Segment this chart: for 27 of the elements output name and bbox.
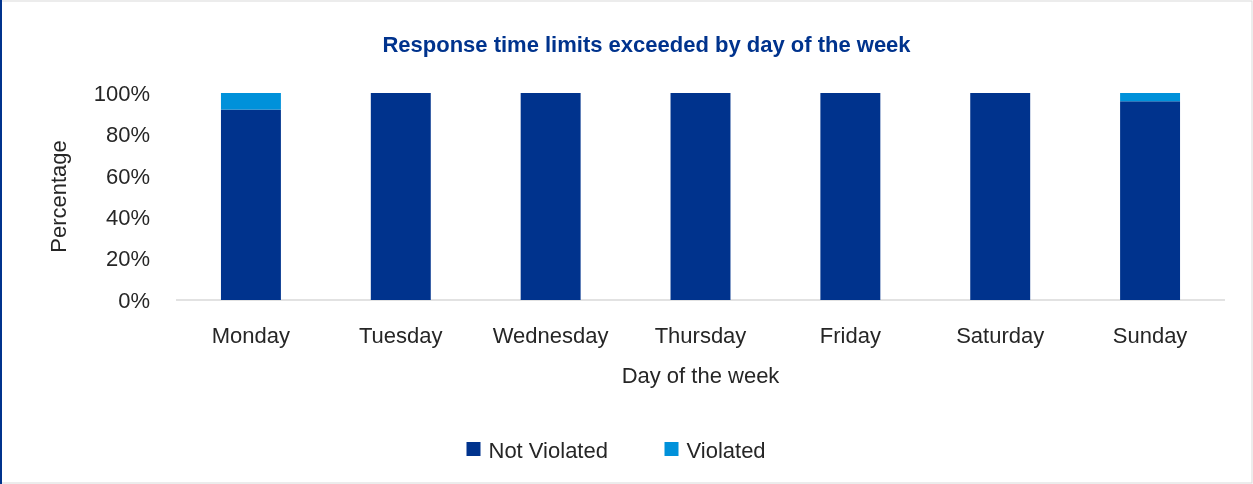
legend-label: Violated bbox=[686, 437, 766, 463]
bar bbox=[670, 93, 731, 300]
chart-title: Response time limits exceeded by day of the week bbox=[382, 32, 912, 57]
bar bbox=[970, 93, 1031, 300]
bar bbox=[370, 93, 431, 300]
bar bbox=[520, 93, 581, 300]
x-tick-label: Friday bbox=[819, 323, 881, 348]
y-axis-title: Percentage bbox=[46, 140, 71, 253]
y-tick-label: 0% bbox=[118, 287, 150, 313]
x-tick-label: Saturday bbox=[956, 323, 1045, 348]
bar bbox=[1120, 93, 1181, 102]
x-tick-label: Sunday bbox=[1112, 323, 1188, 348]
x-tick-label: Monday bbox=[211, 323, 291, 348]
y-tick-label: 80% bbox=[105, 122, 150, 148]
bar bbox=[1120, 101, 1181, 300]
bar bbox=[220, 109, 281, 300]
y-tick-label: 40% bbox=[105, 204, 150, 230]
x-tick-label: Wednesday bbox=[492, 323, 609, 348]
y-tick-label: 100% bbox=[93, 80, 150, 106]
y-tick-label: 20% bbox=[105, 246, 150, 272]
x-tick-label: Tuesday bbox=[359, 323, 443, 348]
legend-label: Not Violated bbox=[488, 437, 608, 463]
y-tick-label: 60% bbox=[105, 163, 150, 189]
x-tick-label: Thursday bbox=[654, 323, 747, 348]
x-axis-title: Day of the week bbox=[621, 363, 781, 388]
bar bbox=[820, 93, 881, 300]
bar bbox=[220, 93, 281, 110]
